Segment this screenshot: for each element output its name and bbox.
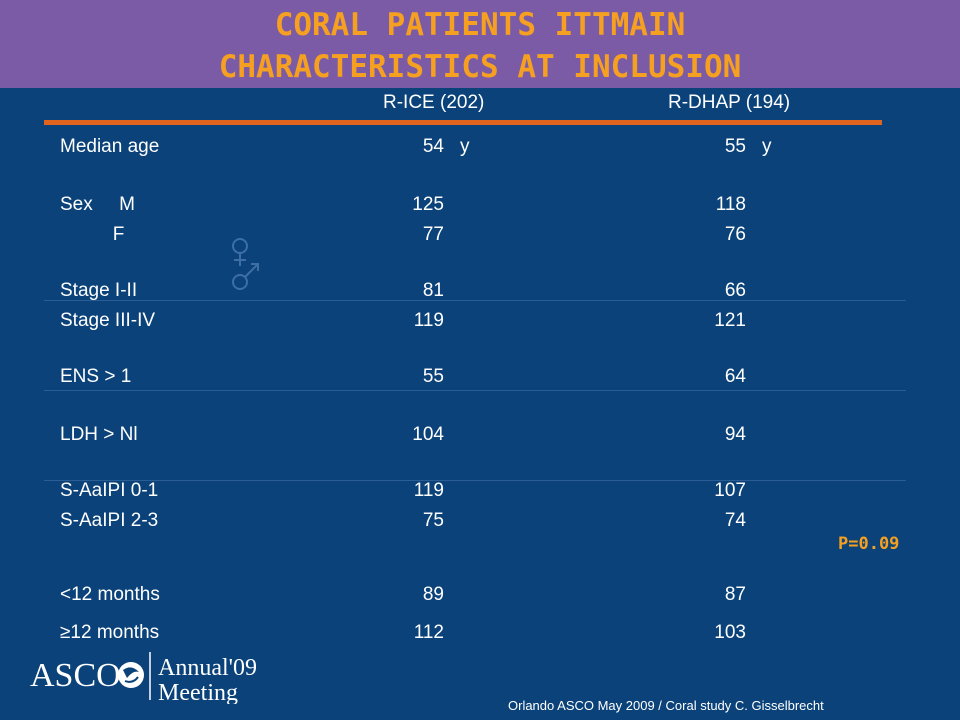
logo-asco-text: ASCO bbox=[30, 657, 121, 694]
sex-m-rice: 125 bbox=[412, 194, 444, 215]
stage-i-ii-rice: 81 bbox=[422, 280, 444, 301]
row-separator bbox=[44, 480, 906, 481]
saaipi-0-1-rice: 119 bbox=[413, 480, 444, 501]
row-label-stage-iii-iv: Stage III-IV bbox=[60, 310, 156, 331]
lt-12-months-rdhap: 87 bbox=[724, 584, 746, 605]
header-rule bbox=[44, 120, 882, 125]
title-line-2: CHARACTERISTICS AT INCLUSION bbox=[218, 49, 742, 85]
ge-12-months-rdhap: 103 bbox=[714, 622, 746, 643]
stage-iii-iv-rice: 119 bbox=[413, 310, 444, 331]
stage-iii-iv-rdhap: 121 bbox=[714, 310, 746, 331]
logo-annual-text: Annual'09 bbox=[158, 655, 257, 681]
row-separator bbox=[44, 390, 906, 391]
row-label-lt-12-months: <12 months bbox=[60, 584, 160, 605]
ens-rdhap: 64 bbox=[724, 366, 746, 387]
logo-meeting-text: Meeting bbox=[158, 680, 238, 704]
column-header-rdhap: R-DHAP (194) bbox=[668, 92, 791, 113]
row-label-saaipi-0-1: S-AaIPI 0-1 bbox=[60, 480, 159, 501]
footer-credit: Orlando ASCO May 2009 / Coral study C. G… bbox=[508, 698, 824, 713]
row-label-ens: ENS > 1 bbox=[60, 366, 132, 387]
ens-rice: 55 bbox=[422, 366, 444, 387]
sex-f-rdhap: 76 bbox=[724, 224, 746, 245]
saaipi-2-3-rdhap: 74 bbox=[724, 510, 746, 531]
title-band bbox=[0, 0, 960, 88]
title-line-1: CORAL PATIENTS ITTMAIN bbox=[274, 7, 686, 43]
median-age-rice: 54 bbox=[422, 136, 444, 157]
row-label-saaipi-2-3: S-AaIPI 2-3 bbox=[60, 510, 159, 531]
median-age-rice-unit: y bbox=[460, 136, 470, 157]
female-male-symbol-icon bbox=[232, 238, 259, 290]
row-separator bbox=[44, 300, 906, 301]
ge-12-months-rice: 112 bbox=[413, 622, 444, 643]
column-header-rice: R-ICE (202) bbox=[383, 92, 485, 113]
median-age-rdhap-unit: y bbox=[762, 136, 772, 157]
row-label-ge-12-months: ≥12 months bbox=[60, 622, 160, 643]
ldh-rice: 104 bbox=[412, 424, 444, 445]
slide-title: CORAL PATIENTS ITTMAIN CHARACTERISTICS A… bbox=[0, 4, 960, 88]
row-label-sex-f: F bbox=[60, 224, 125, 245]
row-label-stage-i-ii: Stage I-II bbox=[60, 280, 138, 301]
sex-m-rdhap: 118 bbox=[715, 194, 746, 215]
row-label-median-age: Median age bbox=[60, 136, 160, 157]
lt-12-months-rice: 89 bbox=[422, 584, 444, 605]
asco-logo-icon: ASCO Annual'09 Meeting bbox=[30, 652, 257, 704]
ldh-rdhap: 94 bbox=[724, 424, 746, 445]
row-label-ldh: LDH > Nl bbox=[60, 424, 138, 445]
stage-i-ii-rdhap: 66 bbox=[724, 280, 746, 301]
sex-f-rice: 77 bbox=[422, 224, 444, 245]
saaipi-2-3-rice: 75 bbox=[422, 510, 444, 531]
median-age-rdhap: 55 bbox=[724, 136, 746, 157]
row-label-sex-m: Sex M bbox=[60, 194, 135, 215]
p-value: P=0.09 bbox=[838, 534, 900, 554]
saaipi-0-1-rdhap: 107 bbox=[714, 480, 746, 501]
